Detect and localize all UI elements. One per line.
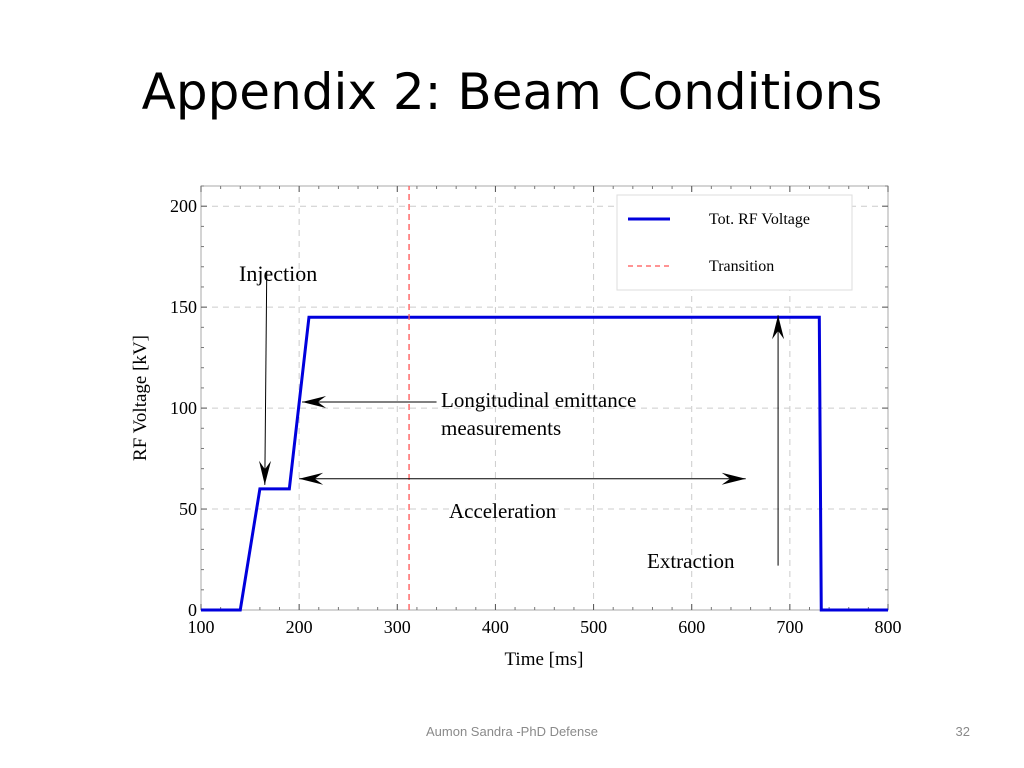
legend: Tot. RF Voltage Transition: [616, 194, 853, 291]
plot-frame: [200, 185, 889, 611]
y-tick-label: 200: [170, 196, 197, 216]
annotation-longitudinal-line-2: measurements: [441, 416, 561, 440]
annotation-acceleration-arrow-head-start: [299, 472, 324, 485]
y-tick-label: 50: [179, 499, 197, 519]
x-axis-label: Time [ms]: [504, 649, 583, 670]
y-tick-label: 150: [170, 297, 197, 317]
x-tick-label: 300: [384, 617, 411, 637]
x-tick-label: 800: [875, 617, 902, 637]
annotation-acceleration-arrow-head: [721, 472, 746, 485]
x-tick-label: 400: [482, 617, 509, 637]
legend-label-transition: Transition: [709, 258, 774, 275]
annotation-injection-arrow-shaft: [264, 270, 268, 485]
axis-ticks: 100 200 300 400 500 600 700 800 0 50 100 150 200: [170, 185, 902, 637]
legend-label-tot-rf-voltage: Tot. RF Voltage: [709, 211, 810, 228]
slide-title: Appendix 2: Beam Conditions: [141, 63, 883, 121]
annotation-longitudinal-arrow-head: [302, 396, 327, 409]
annotation-longitudinal-line-1: Longitudinal emittance: [441, 388, 636, 412]
annotation-injection-arrow-head: [259, 460, 272, 485]
legend-box: [616, 194, 853, 291]
x-tick-label: 600: [678, 617, 705, 637]
x-tick-label: 100: [188, 617, 215, 637]
annotation-acceleration-label: Acceleration: [449, 499, 557, 523]
y-tick-label: 100: [170, 398, 197, 418]
y-axis-label: RF Voltage [kV]: [130, 335, 151, 461]
y-tick-label: 0: [188, 600, 197, 620]
annotation-extraction-label: Extraction: [647, 549, 735, 573]
x-tick-label: 200: [286, 617, 313, 637]
x-tick-label: 700: [776, 617, 803, 637]
page-number: 32: [955, 724, 970, 739]
x-tick-label: 500: [580, 617, 607, 637]
annotation-injection-label: Injection: [239, 261, 317, 286]
footer-author: Aumon Sandra -PhD Defense: [426, 724, 598, 739]
series-line-tot-rf-voltage: [201, 315, 888, 612]
annotations: [259, 270, 785, 566]
annotation-extraction-arrow-head: [772, 315, 785, 340]
annotation-longitudinal-label: Longitudinal emittance measurements: [441, 388, 642, 440]
